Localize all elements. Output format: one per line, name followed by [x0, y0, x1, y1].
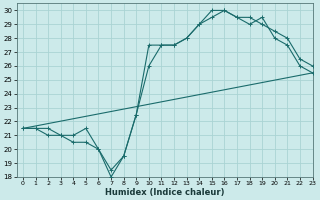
X-axis label: Humidex (Indice chaleur): Humidex (Indice chaleur) — [105, 188, 224, 197]
